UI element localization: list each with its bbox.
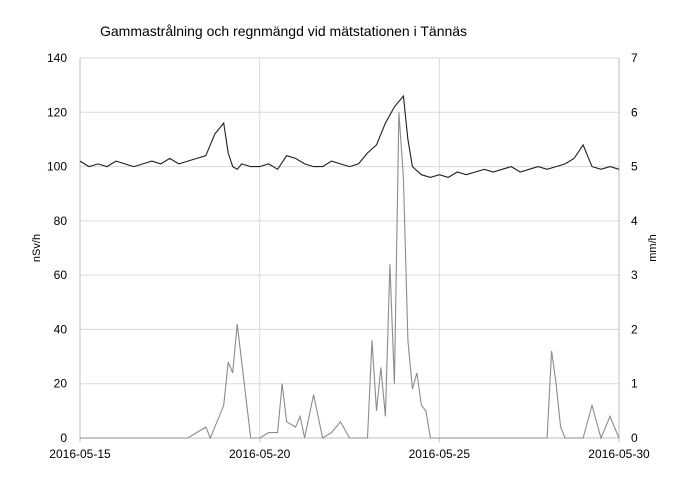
x-tick-label: 2016-05-20 [229,447,291,461]
y-right-tick-label: 1 [631,377,638,391]
y-axis-label-right: mm/h [647,234,659,262]
y-left-tick-label: 40 [54,322,68,336]
gamma-series-line [79,94,620,178]
series-layer [79,94,620,440]
rainfall-series-line [80,112,620,440]
x-tick-label: 2016-05-30 [588,447,650,461]
y-axis-label-left: nSv/h [31,234,43,262]
y-right-tick-label: 0 [631,431,638,445]
y-right-tick-label: 2 [631,322,638,336]
y-right-tick-label: 7 [631,51,638,65]
grid [80,57,619,438]
y-left-tick-label: 120 [47,105,67,119]
y-right-tick-label: 4 [631,214,638,228]
y-right-tick-label: 5 [631,160,638,174]
y-right-tick-label: 6 [631,105,638,119]
tick-labels: 0 20 40 60 80 100 120 140 0 1 2 3 4 5 6 7 2016-05-15 2016… [47,51,650,461]
y-left-tick-label: 140 [47,51,67,65]
y-left-tick-label: 80 [54,214,68,228]
chart-title: Gammastrålning och regnmängd vid mätstat… [100,23,467,39]
y-left-tick-label: 60 [54,268,68,282]
y-left-tick-label: 20 [54,377,68,391]
y-right-tick-label: 3 [631,268,638,282]
x-tick-label: 2016-05-25 [409,447,471,461]
y-left-tick-label: 0 [60,431,67,445]
axes [79,58,620,442]
y-left-tick-label: 100 [47,160,67,174]
x-tick-label: 2016-05-15 [49,447,111,461]
